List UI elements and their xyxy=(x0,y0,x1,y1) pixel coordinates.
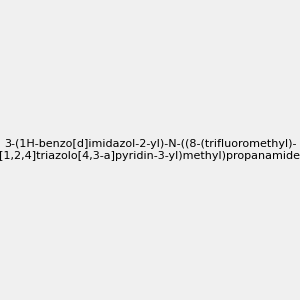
Text: 3-(1H-benzo[d]imidazol-2-yl)-N-((8-(trifluoromethyl)-
[1,2,4]triazolo[4,3-a]pyri: 3-(1H-benzo[d]imidazol-2-yl)-N-((8-(trif… xyxy=(0,139,300,161)
